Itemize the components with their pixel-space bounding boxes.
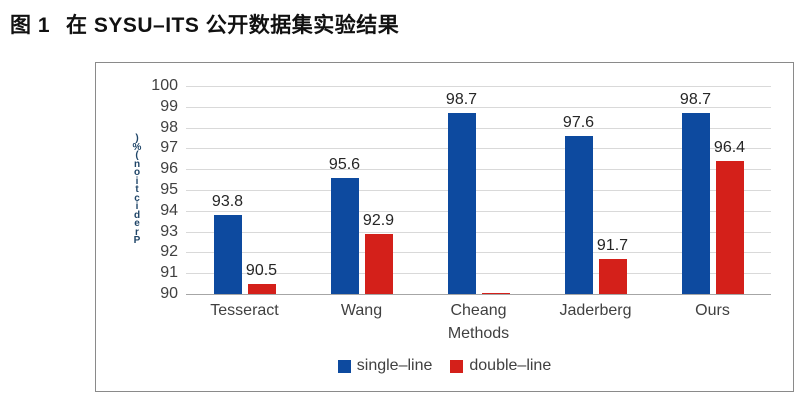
y-tick-label: 96 [160,160,178,178]
y-axis-title-char: % [132,141,142,153]
y-tick-label: 94 [160,201,178,219]
bar-double-line-ours [715,160,744,294]
bar-value-label: 97.6 [562,113,595,131]
bar-value-label: 93.8 [211,192,244,210]
bar-double-line-cheang [481,292,510,294]
legend-swatch-double-line [450,359,464,373]
y-axis-title-char: r [135,226,139,238]
bar-double-line-jaderberg [598,258,627,294]
bar-single-line-jaderberg [564,135,593,294]
bar-value-label: 92.9 [362,211,395,229]
bar-value-label: 98.7 [445,91,478,109]
gridline [186,273,771,275]
x-category-label: Ours [695,302,730,319]
legend-swatch-single-line [337,359,351,373]
x-category-label: Tesseract [210,302,279,319]
gridline [186,86,771,87]
x-category-label: Wang [340,302,383,319]
bar-double-line-wang [364,233,393,294]
gridline [186,210,771,212]
plot-area: 93.8 90.5 95.6 92.9 98.7 97.6 91.7 98.7 96.4 [186,86,771,295]
bar-double-line-tesseract [247,283,276,294]
y-axis-title-char: ( [135,150,139,161]
bar-value-label: 96.4 [713,138,746,156]
y-tick-label: 91 [160,264,178,282]
gridline [186,127,771,129]
y-tick-label: 97 [160,139,178,157]
gridline [186,106,771,108]
gridline [186,148,771,150]
bar-single-line-ours [681,113,710,294]
y-axis-title-char: i [135,201,139,212]
bar-single-line-wang [330,177,359,294]
legend: single–line double–line [96,357,793,375]
legend-label-single-line: single–line [356,357,433,374]
y-tick-label: 100 [151,77,178,94]
bar-group-tesseract: 93.8 90.5 [186,86,303,294]
y-axis-title-char: c [134,192,140,204]
y-tick-label: 92 [160,243,178,261]
bar-value-label: 91.7 [596,236,629,254]
y-tick-label: 90 [160,285,178,302]
y-axis-title-char: d [133,209,141,221]
y-axis-title-char: e [134,218,140,229]
y-axis-title-char: t [135,184,139,195]
bar-group-cheang: 98.7 [420,86,537,294]
y-tick-label: 99 [160,97,178,115]
y-axis-title-char: o [133,167,141,178]
y-tick-label: 95 [160,181,178,198]
bar-single-line-cheang [447,113,476,294]
y-axis-title-char: n [133,158,141,170]
figure-number: 图 1 [10,14,51,37]
gridline [186,252,771,254]
legend-label-double-line: double–line [469,357,552,374]
x-category-label: Jaderberg [559,302,632,319]
bar-value-label: 90.5 [245,261,278,279]
legend-item-double-line: double–line [450,357,551,375]
bar-value-label: 98.7 [679,91,712,109]
bar-value-label: 95.6 [328,155,361,173]
x-axis-line [186,294,771,295]
x-axis-title: Methods [447,325,510,342]
y-tick-label: 93 [160,222,178,240]
chart-container: )%(n o i t c i d e r P 100 99 98 97 96 95 94 93 92 91 90 93… [95,62,794,392]
x-category-label: Cheang [450,302,507,319]
y-axis-title-char: ) [135,133,139,144]
gridline [186,190,771,191]
y-axis-title: )%(n o i t c i d e r P [129,133,145,246]
bar-single-line-tesseract [213,214,242,294]
y-axis-title-char: P [133,235,141,246]
gridline [186,169,771,171]
y-axis-title-char: i [135,175,139,187]
bar-group-jaderberg: 97.6 91.7 [537,86,654,294]
bar-group-ours: 98.7 96.4 [654,86,771,294]
gridline [186,231,771,233]
figure-title-text: 在 SYSU–ITS 公开数据集实验结果 [66,14,400,37]
figure-title: 图 1 在 SYSU–ITS 公开数据集实验结果 [10,9,399,39]
y-tick-label: 98 [160,118,178,136]
bar-group-wang: 95.6 92.9 [303,86,420,294]
legend-item-single-line: single–line [337,357,433,375]
